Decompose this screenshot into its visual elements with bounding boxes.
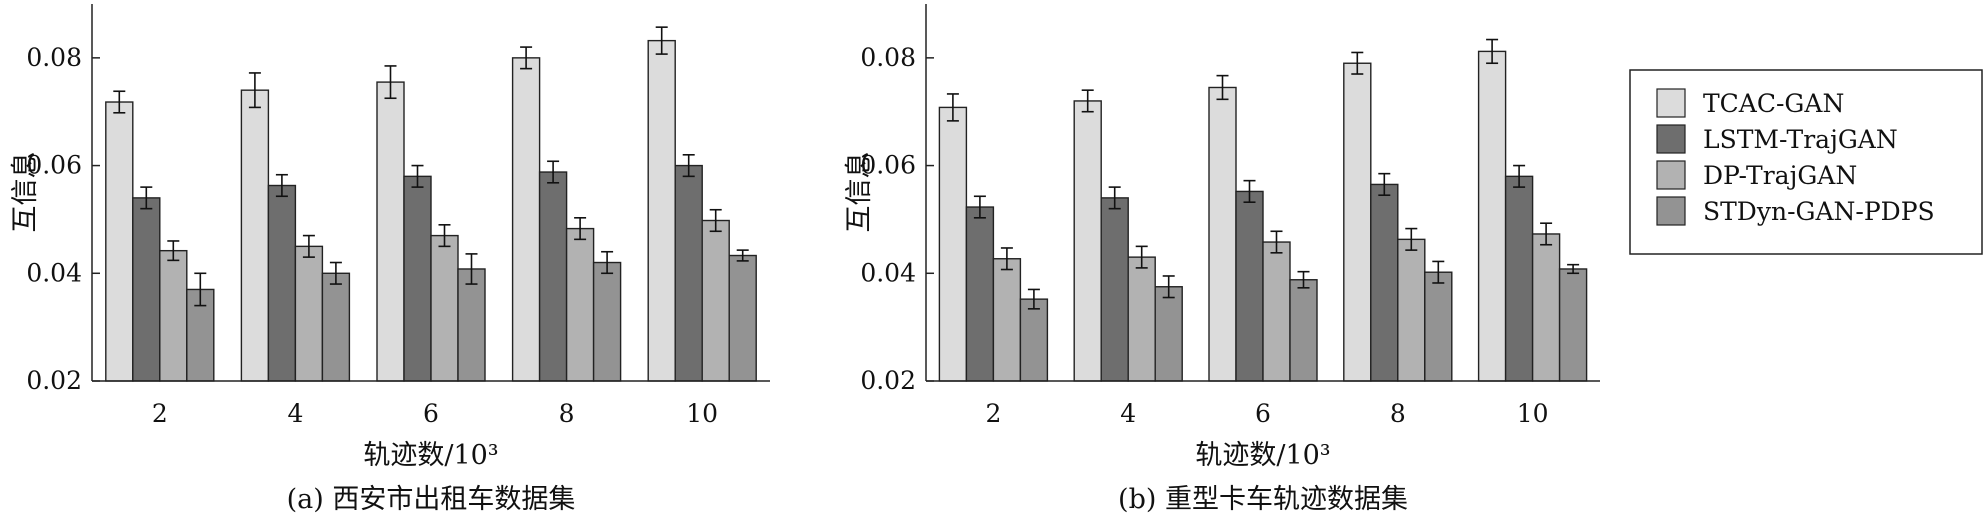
panel-b-caption: (b) 重型卡车轨迹数据集 <box>1118 484 1408 515</box>
panel-a-x-tick-label: 8 <box>559 399 575 428</box>
panel-b-bar-stdyn-gan-pdps <box>1019 298 1049 382</box>
legend-item-dp-trajgan: DP-TrajGAN <box>1656 160 1857 190</box>
legend-item-lstm-trajgan: LSTM-TrajGAN <box>1656 124 1898 154</box>
panel-a-bar-dp-trajgan <box>565 227 595 382</box>
panel-b-marks: 0.02 0.04 0.06 0.08 2 4 6 8 10 <box>860 38 1588 428</box>
panel-b-bar-stdyn-gan-pdps <box>1154 286 1183 382</box>
panel-b-bar-dp-trajgan <box>992 258 1022 382</box>
panel-a-bar-tcac-gan <box>105 101 134 382</box>
panel-b-bar-dp-trajgan <box>1531 233 1561 382</box>
panel-a-bar-lstm-trajgan <box>403 175 432 382</box>
panel-a-bar-tcac-gan <box>647 39 676 382</box>
panel-a-y-tick-label: 0.06 <box>26 151 82 180</box>
panel-a-x-tick-label: 6 <box>423 399 439 428</box>
panel-b-bar-dp-trajgan <box>1397 238 1426 382</box>
panel-b-bar-dp-trajgan <box>1127 256 1156 382</box>
panel-a-bar-tcac-gan <box>376 81 405 382</box>
panel-b-y-label: 互信息 <box>844 152 875 233</box>
panel-a-y-tick-label: 0.04 <box>26 258 82 287</box>
legend-swatch-tcac-gan <box>1656 88 1686 118</box>
panel-a-x-tick-label: 10 <box>686 399 718 428</box>
panel-b-bar-tcac-gan <box>1208 86 1237 382</box>
legend-label-lstm-trajgan: LSTM-TrajGAN <box>1703 125 1898 154</box>
panel-b-x-tick-label: 10 <box>1517 399 1549 428</box>
legend-box <box>1629 69 1983 255</box>
panel-b-x-tick-label: 6 <box>1255 399 1271 428</box>
panel-a-y-tick-label: 0.02 <box>26 366 82 395</box>
panel-a-bar-lstm-trajgan <box>538 171 568 382</box>
panel-b-bar-lstm-trajgan <box>965 206 995 382</box>
panel-b-y-tick-label: 0.04 <box>860 258 916 287</box>
panel-b-bar-tcac-gan <box>1477 50 1507 382</box>
panel-b-bar-lstm-trajgan <box>1100 197 1129 382</box>
panel-b-bar-stdyn-gan-pdps <box>1289 279 1318 382</box>
panel-a-bar-stdyn-gan-pdps <box>321 272 351 382</box>
panel-b-bar-lstm-trajgan <box>1504 175 1534 382</box>
panel-b-y-tick-label: 0.08 <box>860 43 916 72</box>
panel-a-bar-lstm-trajgan <box>267 184 297 382</box>
panel-b-y-tick-label: 0.02 <box>860 366 916 395</box>
panel-b-bar-lstm-trajgan <box>1370 183 1399 382</box>
panel-a-caption: (a) 西安市出租车数据集 <box>287 484 576 515</box>
panel-a-x-tick-label: 4 <box>287 399 303 428</box>
panel-a-bar-stdyn-gan-pdps <box>728 254 757 382</box>
panel-b-bar-stdyn-gan-pdps <box>1558 268 1588 382</box>
panel-b-x-tick-label: 4 <box>1120 399 1136 428</box>
panel-a-y-tick-label: 0.08 <box>26 43 82 72</box>
panel-a-marks: 0.02 0.04 0.06 0.08 2 4 6 8 10 <box>26 26 757 428</box>
panel-b: 0.02 0.04 0.06 0.08 2 4 6 8 10 互信息 轨迹数/10³ (b) 重… <box>844 4 1600 515</box>
legend-item-tcac-gan: TCAC-GAN <box>1656 88 1844 118</box>
panel-a-bar-stdyn-gan-pdps <box>592 261 622 382</box>
panel-b-bar-lstm-trajgan <box>1235 190 1264 382</box>
panel-b-bar-tcac-gan <box>1073 100 1102 382</box>
legend-item-stdyn-gan-pdps: STDyn-GAN-PDPS <box>1656 196 1935 226</box>
legend-swatch-lstm-trajgan <box>1656 124 1686 154</box>
panel-b-bar-tcac-gan <box>938 106 968 382</box>
panel-a-y-label: 互信息 <box>10 152 41 233</box>
panel-b-bar-stdyn-gan-pdps <box>1424 271 1453 382</box>
panel-b-x-tick-label: 8 <box>1390 399 1406 428</box>
panel-a-bar-lstm-trajgan <box>674 164 703 382</box>
panel-a-bar-tcac-gan <box>511 57 541 382</box>
panel-a-bar-lstm-trajgan <box>132 197 161 382</box>
panel-b-x-label: 轨迹数/10³ <box>1195 440 1330 471</box>
panel-b-x-tick-label: 2 <box>985 399 1001 428</box>
legend-swatch-dp-trajgan <box>1656 160 1686 190</box>
legend: TCAC-GAN LSTM-TrajGAN DP-TrajGAN STDyn-G… <box>1629 69 1983 255</box>
panel-a-bar-tcac-gan <box>240 89 270 382</box>
panel-a-bar-dp-trajgan <box>701 219 730 382</box>
panel-b-bar-tcac-gan <box>1343 62 1372 382</box>
panel-b-bar-dp-trajgan <box>1262 241 1291 382</box>
panel-a-bar-dp-trajgan <box>430 234 459 382</box>
panel-a-bar-stdyn-gan-pdps <box>457 268 486 382</box>
legend-swatch-stdyn-gan-pdps <box>1656 196 1686 226</box>
legend-label-tcac-gan: TCAC-GAN <box>1703 89 1844 118</box>
panel-a: 0.02 0.04 0.06 0.08 2 4 6 8 10 互信息 轨迹数/10³ (a) 西… <box>10 4 770 515</box>
panel-a-bar-dp-trajgan <box>159 249 188 382</box>
legend-label-stdyn-gan-pdps: STDyn-GAN-PDPS <box>1703 197 1935 226</box>
panel-b-y-tick-label: 0.06 <box>860 151 916 180</box>
panel-a-x-label: 轨迹数/10³ <box>363 440 498 471</box>
panel-a-bar-dp-trajgan <box>294 245 324 382</box>
legend-label-dp-trajgan: DP-TrajGAN <box>1703 161 1857 190</box>
panel-a-x-tick-label: 2 <box>152 399 168 428</box>
